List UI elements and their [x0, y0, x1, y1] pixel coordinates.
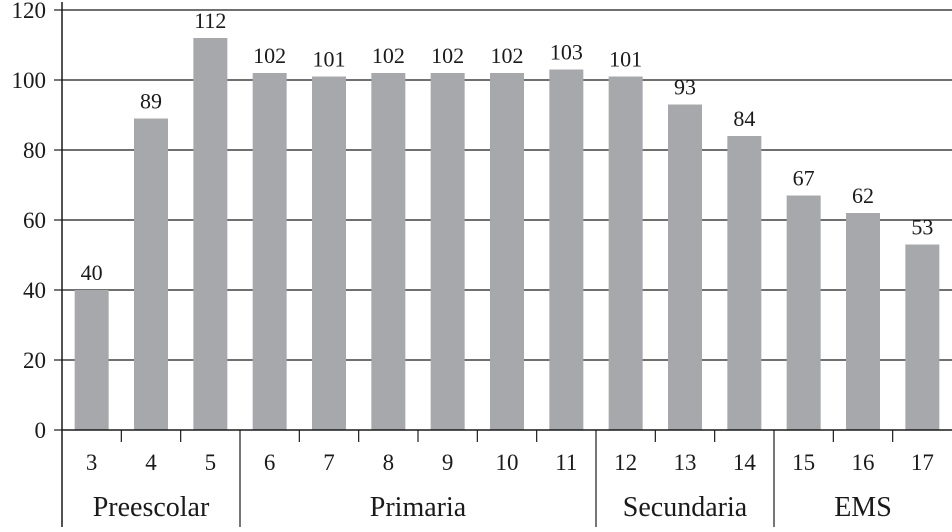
data-label: 89 — [140, 89, 162, 114]
x-category-label: 3 — [86, 450, 98, 475]
bar — [74, 290, 109, 430]
bar — [668, 104, 702, 430]
data-label: 102 — [491, 43, 524, 68]
bar — [193, 38, 228, 430]
y-tick-label: 60 — [23, 208, 46, 233]
x-category-label: 15 — [792, 450, 815, 475]
group-label: Primaria — [370, 492, 467, 523]
bar — [608, 76, 643, 430]
data-label: 102 — [253, 43, 286, 68]
bar — [371, 73, 406, 430]
y-tick-label: 100 — [12, 68, 47, 93]
data-label: 112 — [194, 8, 226, 33]
bar — [727, 136, 762, 430]
x-category-label: 13 — [674, 450, 697, 475]
group-label: Preescolar — [93, 492, 210, 523]
y-tick-label: 20 — [23, 348, 46, 373]
data-label: 93 — [674, 75, 696, 100]
x-category-label: 14 — [733, 450, 757, 475]
bar — [430, 73, 465, 430]
x-category-label: 5 — [205, 450, 217, 475]
data-label: 62 — [852, 183, 874, 208]
data-label: 67 — [793, 166, 815, 191]
bar — [490, 73, 524, 430]
bar — [252, 73, 287, 430]
data-label: 84 — [733, 106, 755, 131]
x-category-label: 6 — [264, 450, 276, 475]
data-label: 103 — [550, 40, 583, 65]
x-category-label: 9 — [442, 450, 454, 475]
group-label: EMS — [834, 492, 892, 523]
y-tick-label: 80 — [23, 138, 46, 163]
bar — [905, 244, 940, 430]
bar — [846, 213, 880, 430]
group-label: Secundaria — [623, 492, 748, 523]
data-label: 101 — [313, 47, 346, 72]
data-label: 102 — [431, 43, 464, 68]
x-category-label: 8 — [383, 450, 395, 475]
data-label: 101 — [609, 47, 642, 72]
data-label: 53 — [911, 215, 933, 240]
y-tick-label: 0 — [35, 418, 47, 443]
y-tick-label: 40 — [23, 278, 46, 303]
x-category-label: 4 — [145, 450, 157, 475]
bar — [549, 69, 584, 430]
x-category-label: 12 — [614, 450, 637, 475]
y-tick-label: 120 — [12, 0, 47, 23]
x-category-label: 17 — [911, 450, 934, 475]
bar — [786, 195, 821, 430]
bar — [134, 118, 168, 430]
data-label: 40 — [81, 260, 103, 285]
bar — [312, 76, 346, 430]
data-label: 102 — [372, 43, 405, 68]
x-category-label: 10 — [496, 450, 519, 475]
x-category-label: 11 — [555, 450, 577, 475]
x-category-label: 7 — [323, 450, 335, 475]
x-category-label: 16 — [852, 450, 875, 475]
